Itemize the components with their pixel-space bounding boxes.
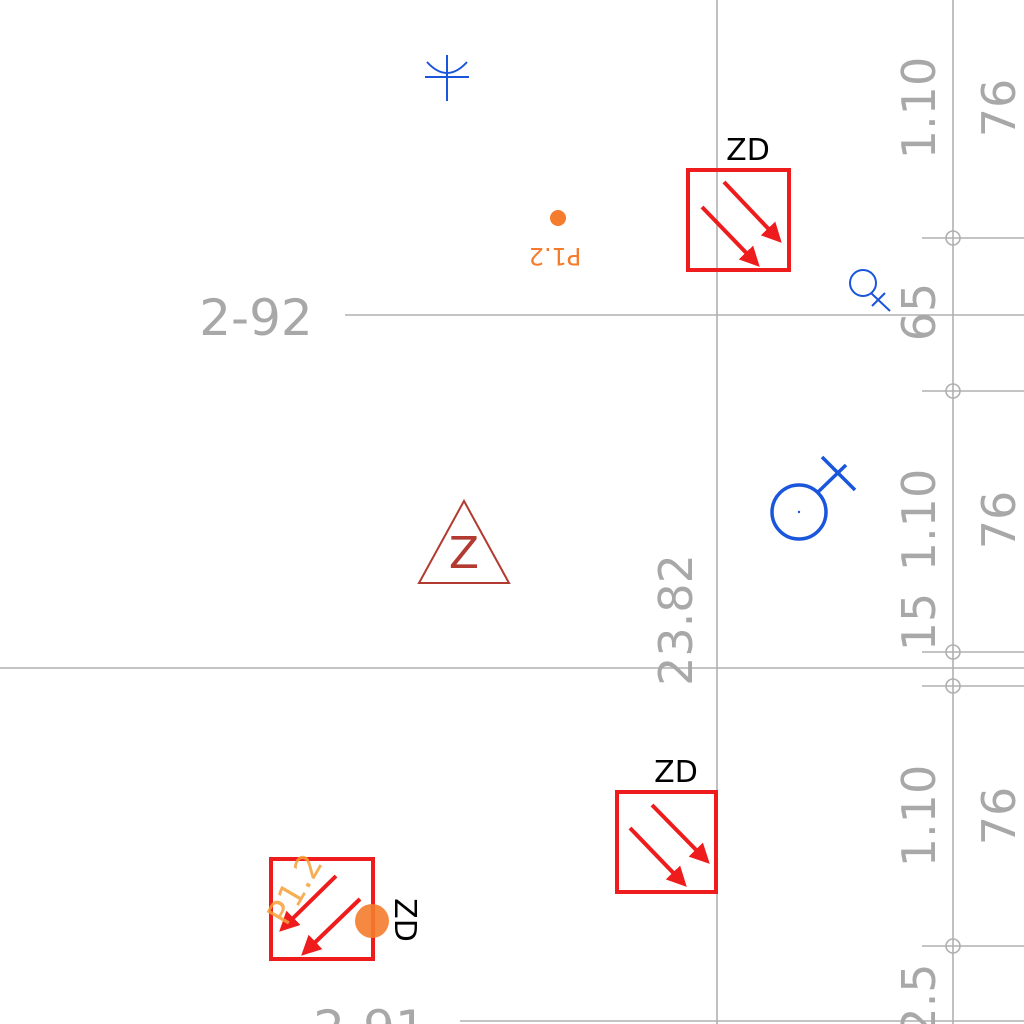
row-label-upper: 2-92 [199,289,312,347]
dimension-text: 1.10 [892,57,946,159]
device-box-upper [686,168,791,272]
device-box-middle [615,790,718,894]
device-label-zd: ZD [654,755,698,790]
dimension-text: 2.5 [892,963,946,1024]
row-label-lower: 2-91 [313,1000,426,1024]
dimension-node [945,644,961,660]
survey-point-upper-label: P1.2 [529,242,582,270]
dimension-node [945,383,961,399]
warning-triangle-icon: Z [417,498,511,584]
device-label-zd: ZD [726,133,770,168]
dimension-text: 65 [892,283,946,342]
survey-point-lower [355,904,389,938]
dimension-node [945,230,961,246]
dimension-text: 76 [972,491,1024,550]
dimension-labels: 1.10 65 1.10 15 1.10 2.5 76 76 76 23.82 [649,57,1024,1024]
device-label-zd-rotated: ZD [387,898,422,942]
dimension-node [945,938,961,954]
dimension-node [945,678,961,694]
fixture-icon-large [770,455,857,541]
warning-letter: Z [449,528,479,579]
antenna-icon [425,55,469,101]
dimension-text-center: 23.82 [649,554,703,686]
dimension-text: 76 [972,787,1024,846]
dimension-text: 1.10 [892,469,946,571]
dimension-text: 76 [972,79,1024,138]
dimension-text: 1.10 [892,765,946,867]
dimension-text: 15 [892,593,946,652]
survey-point-upper [550,210,566,226]
fixture-icon-small [849,269,891,312]
